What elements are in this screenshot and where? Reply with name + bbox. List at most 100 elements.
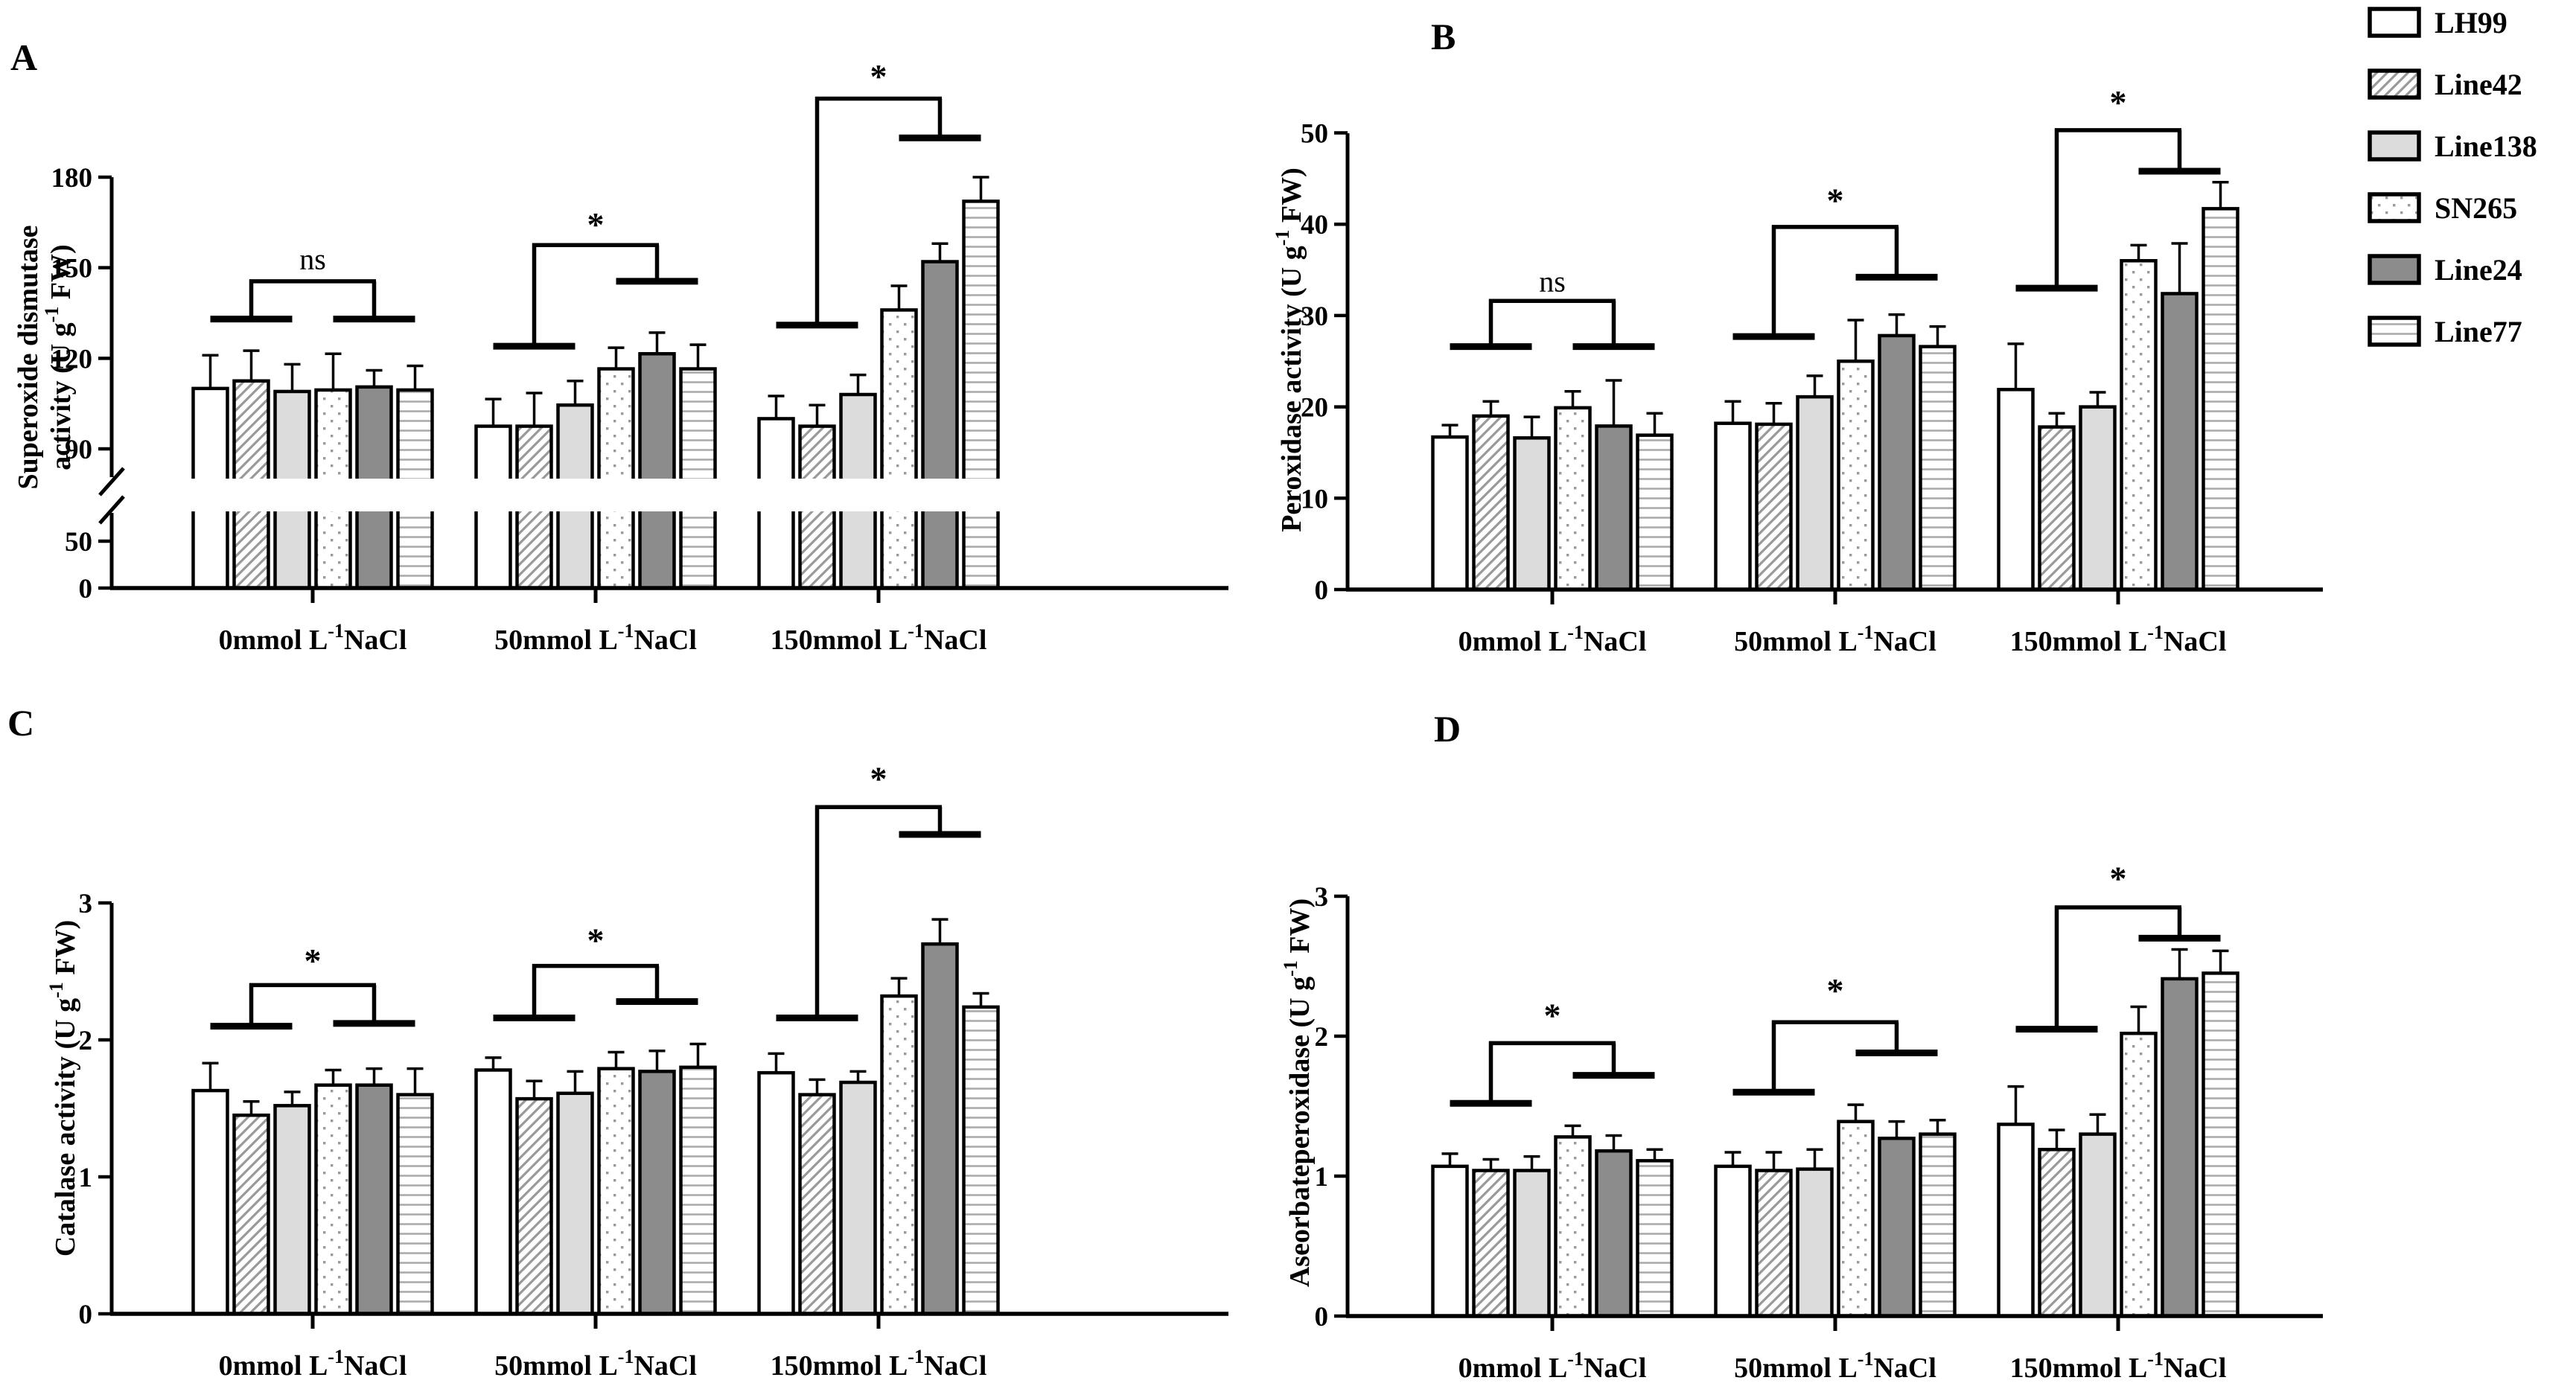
y-tick-label: 10	[1301, 484, 1328, 514]
bar-Line24-group0	[355, 1083, 393, 1316]
x-group-label: 0mmol L-1NaCl	[1458, 1348, 1647, 1384]
bar-Line24-group1	[638, 351, 676, 590]
legend-label: Line42	[2435, 68, 2522, 101]
significance-label: *	[870, 57, 887, 95]
bar-LH99-group2	[1997, 388, 2035, 592]
x-group-label: 150mmol L-1NaCl	[2010, 1348, 2227, 1384]
y-tick-label: 40	[1301, 210, 1328, 240]
bar-LH99-group0	[1431, 435, 1469, 592]
bar-Line138-group0	[273, 1104, 311, 1316]
x-group-label: 0mmol L-1NaCl	[219, 1346, 407, 1382]
x-group-label: 0mmol L-1NaCl	[1458, 622, 1647, 657]
bar-Line77-group1	[679, 367, 717, 590]
bar-LH99-group2	[1997, 1123, 2035, 1318]
bar-Line138-group1	[1796, 395, 1834, 592]
bar-Line24-group2	[2161, 977, 2199, 1318]
axis-break-band	[115, 479, 1228, 511]
bar-Line77-group2	[2202, 971, 2239, 1318]
bar-SN265-group2	[880, 308, 918, 590]
bar-SN265-group1	[1837, 1120, 1875, 1318]
y-tick-label: 90	[65, 435, 92, 465]
bar-SN265-group0	[314, 1083, 352, 1316]
bar-Line24-group1	[1878, 1136, 1916, 1318]
bar-Line42-group0	[232, 1113, 270, 1316]
bar-Line77-group2	[962, 1005, 1000, 1316]
x-group-label: 50mmol L-1NaCl	[494, 1346, 697, 1382]
significance-label: *	[1544, 997, 1561, 1035]
bar-Line77-group0	[1636, 1159, 1674, 1318]
significance-label: *	[2110, 83, 2127, 121]
axis-break-slash	[98, 495, 125, 525]
bar-Line42-group1	[515, 1096, 553, 1316]
bar-Line138-group0	[1513, 1169, 1551, 1318]
y-tick-label: 0	[1315, 1302, 1329, 1332]
x-group-label: 50mmol L-1NaCl	[1734, 622, 1936, 657]
y-tick-label: 1	[1315, 1162, 1329, 1192]
y-tick-label: 20	[1301, 393, 1328, 424]
significance-label: *	[305, 942, 322, 980]
bar-LH99-group0	[191, 1088, 229, 1316]
y-tick-label: 0	[79, 1300, 93, 1330]
y-tick-label: 3	[1315, 882, 1329, 913]
panel-letter-D: D	[1434, 708, 1461, 750]
panel-letter-C: C	[7, 702, 34, 744]
y-tick-label: 30	[1301, 301, 1328, 332]
significance-label: *	[1827, 971, 1844, 1009]
y-axis-title: Superoxide dismutase	[13, 225, 44, 489]
bar-Line24-group1	[638, 1070, 676, 1316]
panel-letter-B: B	[1431, 16, 1456, 57]
panel-D: 0 1 2 3 0mmol L-1NaCl 50mmol L-1NaCl 150mmol L…	[1280, 708, 2323, 1384]
significance-label: *	[587, 205, 605, 243]
y-tick-label: 0	[1315, 575, 1329, 606]
x-group-label: 150mmol L-1NaCl	[2010, 622, 2227, 657]
legend: LH99 Line42 Line138 SN265 Line24 Line77	[2368, 6, 2537, 348]
bar-SN265-group1	[597, 1067, 635, 1316]
bar-Line77-group2	[962, 199, 1000, 590]
bar-SN265-group2	[2120, 259, 2158, 592]
axis-break-slash	[98, 467, 125, 496]
y-tick-label: 2	[79, 1026, 93, 1056]
y-tick-label: 3	[79, 889, 93, 919]
legend-label: LH99	[2435, 6, 2508, 39]
x-group-label: 0mmol L-1NaCl	[219, 620, 407, 656]
x-group-label: 50mmol L-1NaCl	[1734, 1348, 1936, 1384]
y-tick-label: 150	[51, 254, 93, 284]
bar-Line138-group2	[2079, 405, 2117, 592]
bar-Line77-group2	[2202, 207, 2239, 592]
legend-label: SN265	[2435, 191, 2517, 225]
bar-Line24-group0	[1595, 424, 1633, 592]
y-axis-title: Peroxidase activity (U g-1 FW)	[1272, 167, 1307, 532]
bar-Line138-group2	[2079, 1132, 2117, 1318]
x-group-label: 50mmol L-1NaCl	[494, 620, 697, 656]
significance-label: ns	[299, 242, 326, 275]
y-tick-label: 1	[79, 1163, 93, 1193]
bar-Line42-group0	[1472, 1169, 1510, 1318]
y-axis-title: Aseorbateperoxidase (U g-1 FW)	[1280, 898, 1316, 1287]
bar-LH99-group2	[757, 1070, 795, 1316]
legend-label: Line77	[2435, 315, 2522, 348]
bar-Line24-group2	[921, 942, 959, 1316]
bar-LH99-group1	[1714, 1164, 1752, 1318]
bar-Line77-group0	[396, 1093, 434, 1316]
bar-SN265-group2	[880, 994, 918, 1316]
legend-swatch-Line42-icon	[2368, 68, 2421, 100]
bar-Line138-group0	[1513, 436, 1551, 592]
y-tick-label: 2	[1315, 1022, 1329, 1053]
bar-Line24-group2	[2161, 292, 2199, 592]
significance-label: *	[1827, 182, 1844, 220]
x-group-label: 150mmol L-1NaCl	[771, 1346, 987, 1382]
y-tick-label: 0	[79, 574, 93, 604]
bar-Line77-group1	[1919, 1132, 1957, 1318]
bar-Line138-group2	[839, 1080, 877, 1316]
significance-label: *	[587, 922, 605, 959]
significance-label: *	[2110, 859, 2127, 897]
legend-swatch-SN265-icon	[2368, 192, 2421, 223]
bar-Line24-group2	[921, 260, 959, 590]
panel-letter-A: A	[10, 36, 37, 78]
y-tick-label: 180	[51, 163, 93, 194]
bar-Line138-group1	[556, 1091, 594, 1316]
bar-Line77-group0	[1636, 433, 1674, 592]
panel-A: 0 50 90 120 150 180 0mmol L-1NaCl 50mmol L-1NaC…	[10, 36, 1228, 656]
bar-Line24-group1	[1878, 333, 1916, 592]
